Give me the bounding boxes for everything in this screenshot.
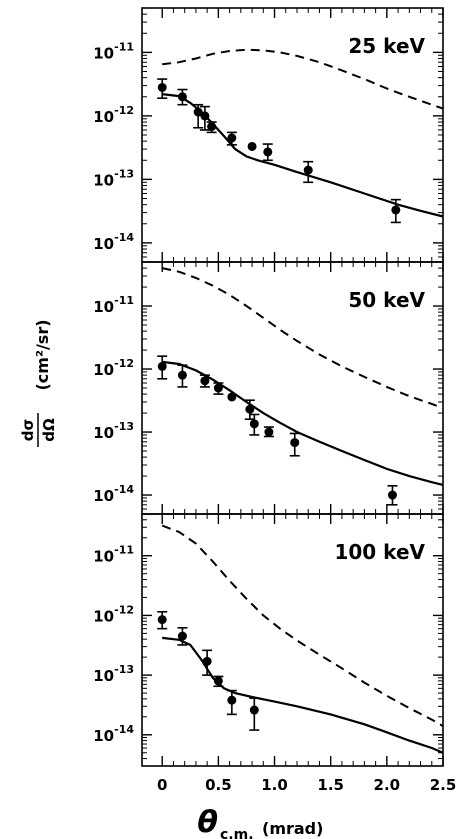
y-tick-label: 10-13 — [93, 167, 134, 189]
data-point — [387, 490, 397, 500]
data-point — [157, 361, 167, 371]
data-point — [227, 695, 237, 705]
data-point — [200, 111, 210, 121]
panel-2: 10-11 10-12 10-13 10-14 50 keV — [93, 261, 444, 515]
x-tick-label: 2.5 — [430, 776, 457, 794]
data-point — [177, 631, 187, 641]
panel-frame — [141, 513, 444, 767]
data-point — [249, 705, 259, 715]
y-axis-label-unit: (cm²/sr) — [33, 319, 52, 390]
data-point — [227, 392, 237, 402]
y-tick-label: 10-12 — [93, 603, 134, 625]
x-axis-label: θ c.m. (mrad) — [197, 805, 323, 839]
data-point — [193, 107, 203, 117]
y-tick-label: 10-14 — [93, 723, 134, 745]
y-axis-label-numerator: dσ — [19, 419, 37, 441]
x-tick-label: 1.5 — [317, 776, 344, 794]
dashed-curve — [161, 524, 444, 727]
panel-label: 25 keV — [348, 34, 425, 58]
y-axis-label: (cm²/sr) dσ dΩ — [19, 319, 58, 447]
data-point — [157, 82, 167, 92]
panel-label: 50 keV — [348, 288, 425, 312]
data-point — [247, 141, 257, 151]
y-tick-label: 10-13 — [93, 420, 134, 442]
data-point — [213, 676, 223, 686]
x-axis: 0 0.5 1.0 1.5 2.0 2.5 — [157, 776, 456, 794]
y-tick-label: 10-13 — [93, 663, 134, 685]
panel-1: 10-11 10-12 10-13 10-14 25 keV — [93, 7, 444, 263]
y-tick-label: 10-14 — [93, 231, 134, 253]
x-axis-label-subscript: c.m. — [220, 827, 254, 839]
panel-label: 100 keV — [334, 540, 425, 564]
data-point — [207, 122, 217, 132]
data-point — [200, 376, 210, 386]
y-tick-label: 10-11 — [93, 40, 134, 62]
y-tick-label: 10-12 — [93, 104, 134, 126]
data-point — [245, 404, 255, 414]
y-tick-label: 10-12 — [93, 357, 134, 379]
y-tick-label: 10-11 — [93, 294, 134, 316]
y-tick-label: 10-14 — [93, 483, 134, 505]
x-axis-label-unit: (mrad) — [262, 819, 323, 838]
data-point — [303, 165, 313, 175]
x-tick-label: 1.0 — [261, 776, 288, 794]
solid-curve — [162, 636, 444, 754]
x-tick-label: 0 — [157, 776, 167, 794]
data-point — [263, 147, 273, 157]
solid-curve — [162, 93, 444, 218]
y-tick-label: 10-11 — [93, 544, 134, 566]
data-point — [213, 383, 223, 393]
data-point — [249, 419, 259, 429]
panel-3: 10-11 10-12 10-13 10-14 100 keV — [93, 513, 444, 767]
data-point — [177, 370, 187, 380]
data-point — [227, 133, 237, 143]
x-tick-label: 2.0 — [374, 776, 401, 794]
dashed-curve — [162, 48, 444, 110]
data-point — [157, 615, 167, 625]
data-point — [177, 92, 187, 102]
x-axis-label-theta: θ — [197, 805, 218, 839]
data-point — [290, 438, 300, 448]
data-point — [391, 205, 401, 215]
data-point — [264, 427, 274, 437]
x-tick-label: 0.5 — [205, 776, 232, 794]
data-point — [202, 656, 212, 666]
y-axis-label-denominator: dΩ — [40, 418, 58, 442]
